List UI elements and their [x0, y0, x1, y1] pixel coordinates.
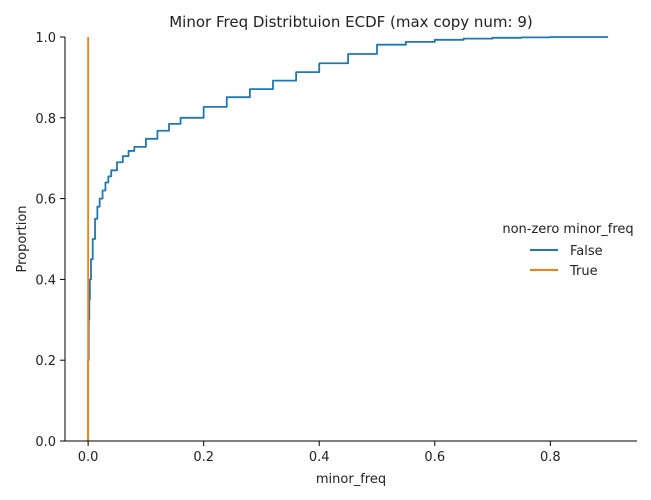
legend: non-zero minor_freq False True: [502, 222, 633, 279]
legend-title: non-zero minor_freq: [502, 222, 633, 237]
x-tick-label: 0.2: [193, 450, 214, 465]
chart-title: Minor Freq Distribtuion ECDF (max copy n…: [169, 13, 533, 31]
y-tick-label: 0.8: [35, 112, 56, 127]
x-axis-ticks: 0.0 0.2 0.4 0.6 0.8: [78, 441, 561, 465]
legend-label-false: False: [570, 244, 603, 259]
y-axis-label: Proportion: [15, 205, 30, 272]
series-line-false: [87, 36, 609, 441]
legend-label-true: True: [569, 264, 598, 279]
x-tick-label: 0.4: [309, 450, 330, 465]
x-tick-label: 0.6: [424, 450, 445, 465]
x-tick-label: 0.8: [540, 450, 561, 465]
series-layer: [87, 36, 609, 441]
y-tick-label: 0.2: [35, 354, 56, 369]
y-tick-label: 0.6: [35, 193, 56, 208]
y-tick-label: 1.0: [35, 31, 56, 46]
x-axis-label: minor_freq: [316, 472, 386, 487]
y-axis-ticks: 0.0 0.2 0.4 0.6 0.8 1.0: [35, 31, 65, 450]
y-tick-label: 0.4: [35, 273, 56, 288]
y-tick-label: 0.0: [35, 435, 56, 450]
x-tick-label: 0.0: [78, 450, 99, 465]
